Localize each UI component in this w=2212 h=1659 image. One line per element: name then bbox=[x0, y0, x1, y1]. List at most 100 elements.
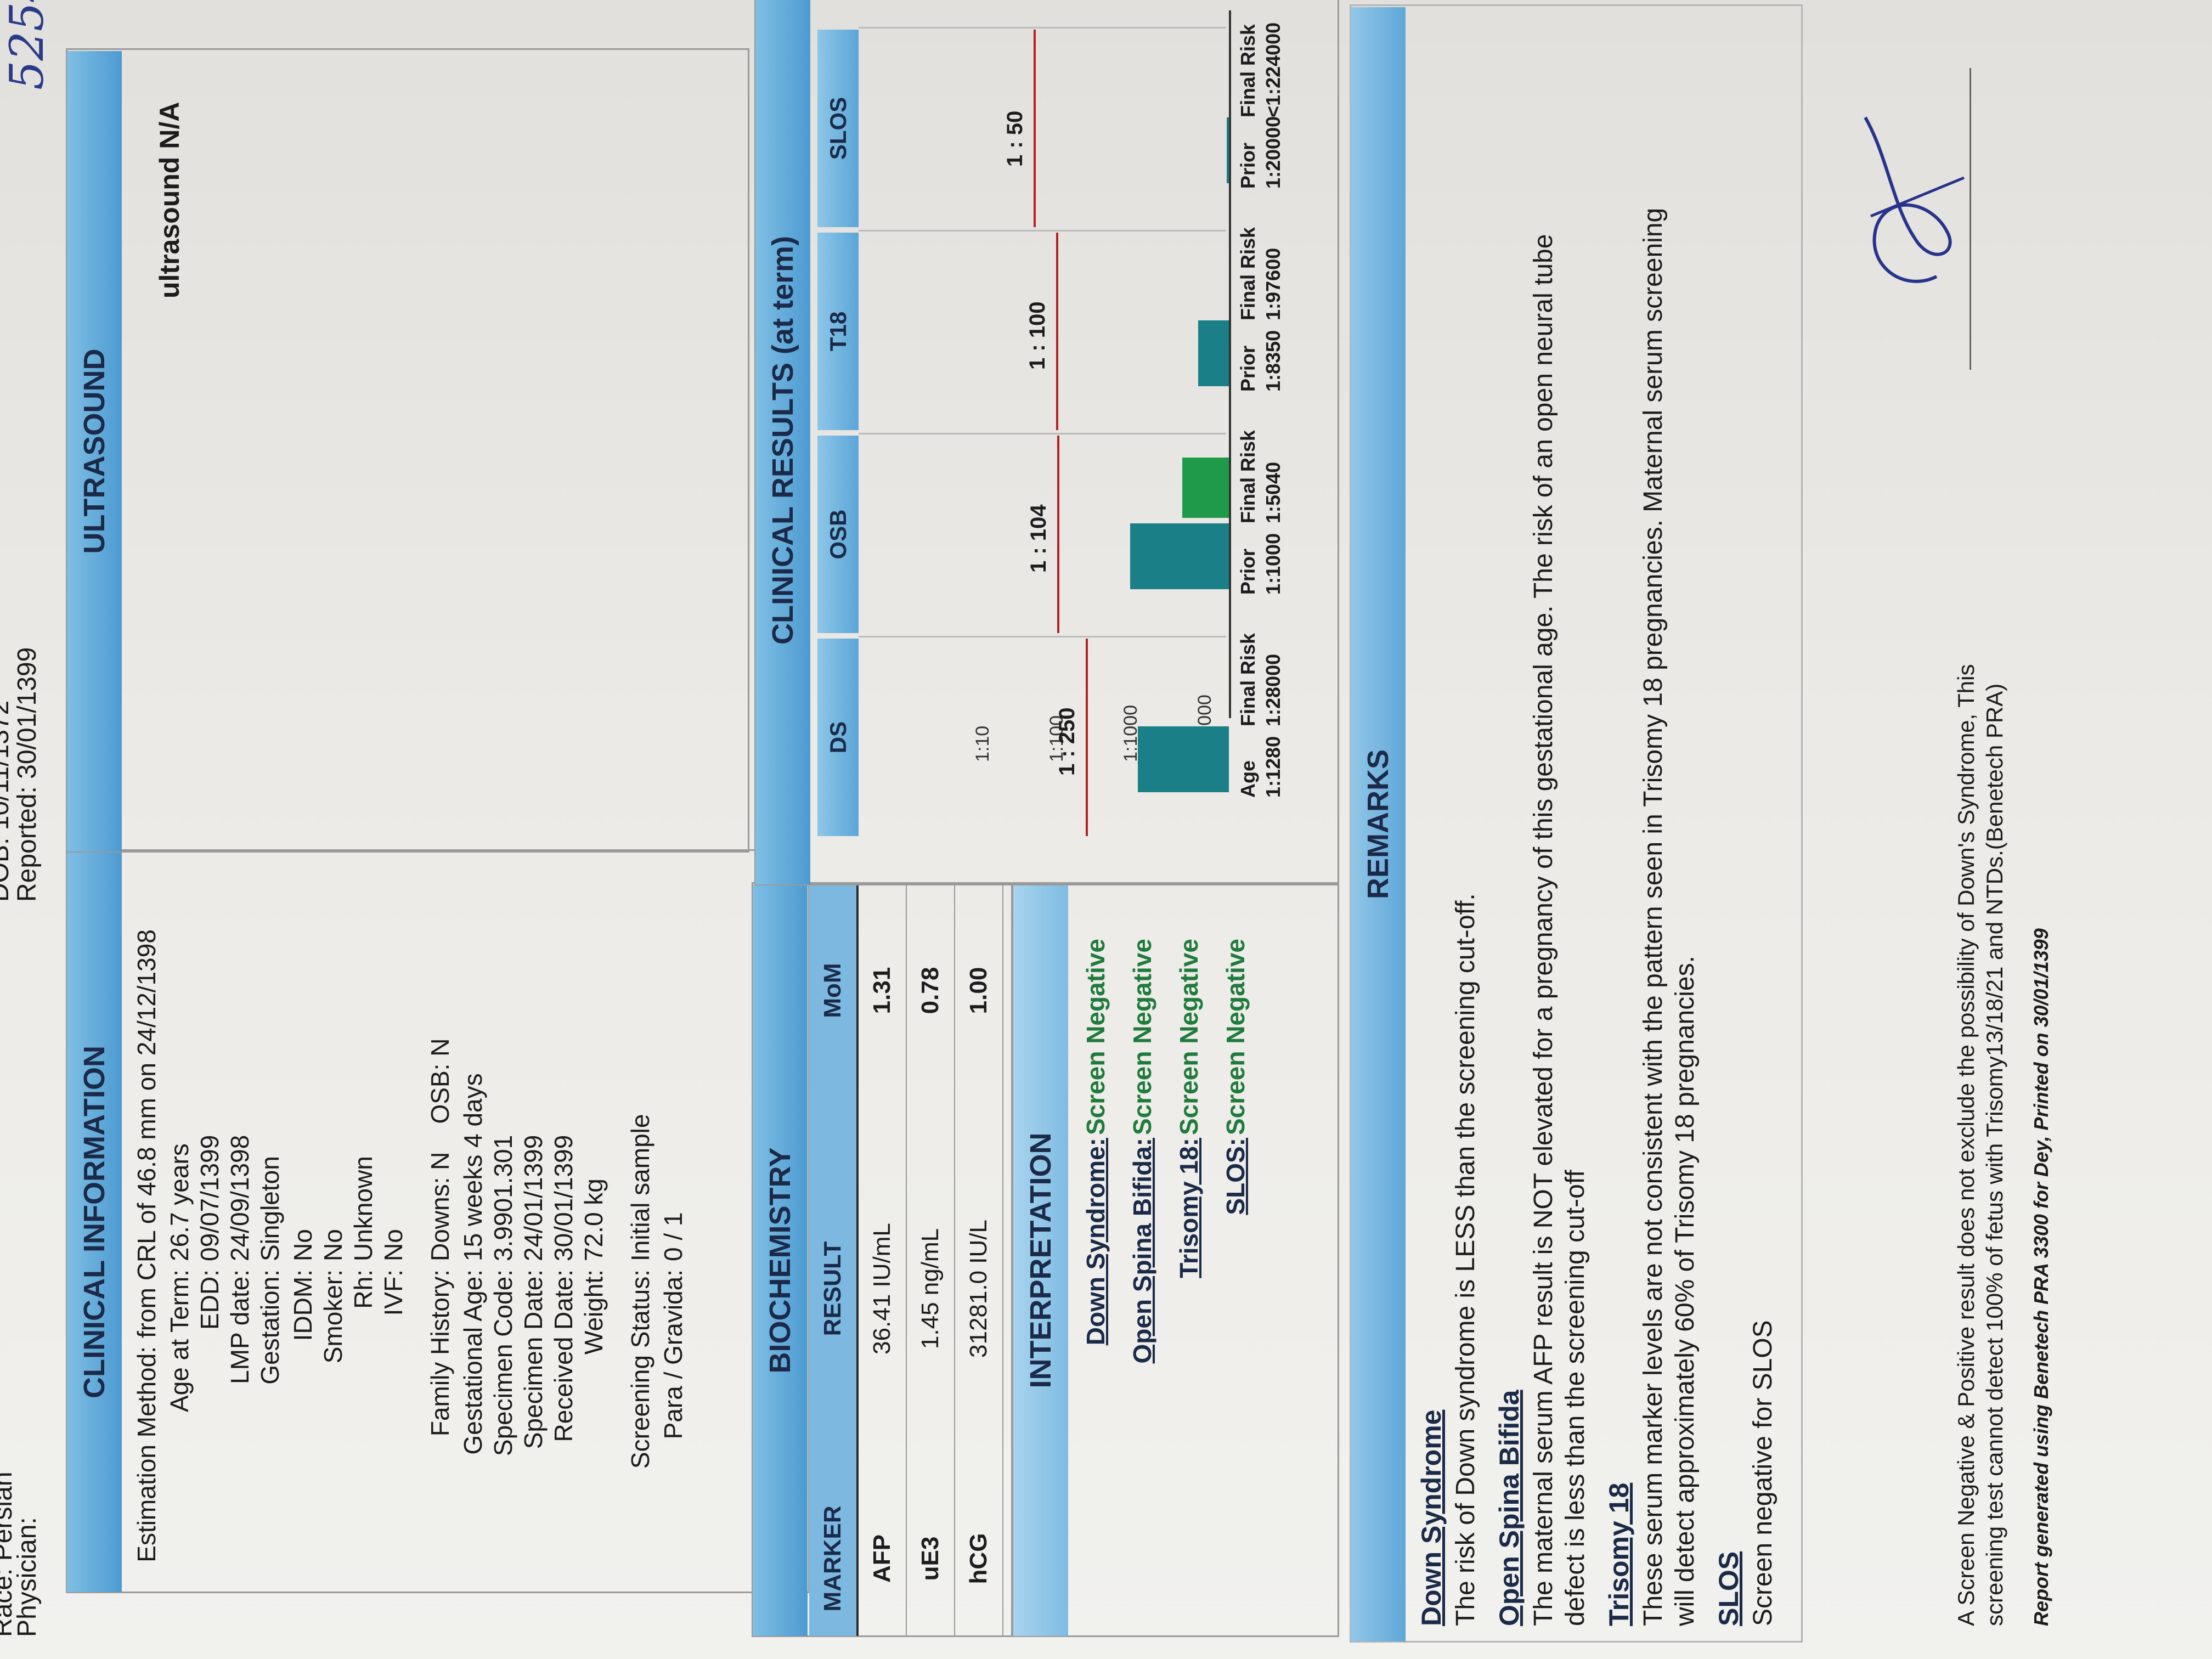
category-divider bbox=[859, 433, 1226, 435]
risk-bar-label: Age bbox=[1237, 760, 1259, 798]
reported-date: Reported: 30/01/1399 bbox=[13, 647, 42, 902]
interpretation-result: Screen Negative bbox=[1221, 939, 1250, 1135]
result-cell: 36.41 IU/mL bbox=[857, 1096, 906, 1481]
risk-bar-value: 1:20000 bbox=[1262, 116, 1284, 189]
risk-bar-label: Final Risk bbox=[1237, 24, 1259, 117]
category-header: SLOS bbox=[817, 30, 859, 227]
interpretation-line: Down Syndrome: bbox=[1081, 1138, 1110, 1345]
risk-bar-label: Prior bbox=[1237, 548, 1259, 595]
remark-text: The maternal serum AFP result is NOT ele… bbox=[1529, 234, 1558, 1626]
prior-risk-bar bbox=[1226, 117, 1229, 183]
risk-bar-value: 1:28000 bbox=[1262, 653, 1284, 726]
col-mom: MoM bbox=[809, 885, 857, 1096]
remark-text: These serum marker levels are not consis… bbox=[1639, 207, 1668, 1626]
interpretation-result: Screen Negative bbox=[1128, 939, 1156, 1135]
remark-heading: Down Syndrome bbox=[1416, 1409, 1447, 1626]
ci-value: 24/01/1399 bbox=[519, 1135, 548, 1261]
col-marker: MARKER bbox=[809, 1481, 857, 1636]
risk-bar-label: Prior bbox=[1237, 345, 1259, 392]
ci-label: Smoker: bbox=[319, 1269, 347, 1364]
interpretation-title: INTERPRETATION bbox=[1013, 885, 1068, 1636]
risk-bar-value: 1:1000 bbox=[1262, 533, 1284, 595]
chart-x-axis bbox=[1229, 10, 1231, 718]
ci-label: Screening Status: bbox=[626, 1269, 654, 1469]
mom-cell: 0.78 bbox=[906, 885, 955, 1096]
ci-value: 15 weeks 4 days bbox=[459, 1073, 487, 1261]
ci-value: 09/07/1399 bbox=[195, 1135, 224, 1261]
risk-bar-label: Prior bbox=[1237, 142, 1259, 189]
ci-label: Received Date: bbox=[549, 1269, 578, 1442]
marker-cell: uE3 bbox=[906, 1481, 955, 1636]
cutoff-line bbox=[1057, 436, 1060, 633]
ci-value: Singleton bbox=[256, 1156, 284, 1261]
interpretation-result: Screen Negative bbox=[1175, 939, 1203, 1135]
risk-bar-value: 1:5040 bbox=[1262, 461, 1284, 523]
category-header: DS bbox=[817, 639, 859, 836]
category-divider bbox=[859, 230, 1226, 232]
y-tick-label: 1:10 bbox=[972, 725, 993, 762]
biochemistry-title: BIOCHEMISTRY bbox=[753, 885, 808, 1636]
biochemistry-row: AFP 36.41 IU/mL 1.31 bbox=[857, 885, 906, 1636]
remark-text: defect is less than the screening cut-of… bbox=[1561, 1170, 1590, 1626]
remark-heading: Open Spina Bifida bbox=[1494, 1390, 1525, 1626]
prior-risk-bar bbox=[1198, 320, 1229, 386]
risk-bar-value: <1:224000 bbox=[1262, 22, 1284, 117]
ci-label: Specimen Code: bbox=[489, 1269, 517, 1457]
ci-value: 26.7 years bbox=[165, 1143, 194, 1261]
physician-label: Physician: bbox=[13, 1517, 42, 1637]
result-cell: 31281.0 IU/L bbox=[955, 1096, 1003, 1481]
ci-value: No bbox=[319, 1229, 347, 1261]
biochemistry-row: hCG 31281.0 IU/L 1.00 bbox=[955, 885, 1003, 1636]
remarks-title: REMARKS bbox=[1351, 7, 1406, 1641]
ci-label: Rh: bbox=[349, 1269, 377, 1309]
mom-cell: 1.00 bbox=[955, 885, 1003, 1096]
risk-bar-value: 1:1280 bbox=[1262, 736, 1284, 798]
ci-value: Initial sample bbox=[626, 1114, 654, 1261]
disclaimer-line-2: screening test cannot detect 100% of fet… bbox=[1982, 683, 2007, 1626]
cutoff-line bbox=[1056, 233, 1058, 430]
ci-value: 0 / 1 bbox=[659, 1212, 687, 1261]
report-generated-note: Report generated using Benetech PRA 3300… bbox=[2030, 928, 2052, 1626]
interpretation-name: SLOS: bbox=[1221, 1138, 1250, 1215]
risk-bar-value: 1:8350 bbox=[1262, 330, 1284, 392]
interpretation-line: SLOS: bbox=[1221, 1138, 1250, 1215]
ci-label: Age at Term: bbox=[165, 1269, 194, 1412]
category-divider bbox=[859, 636, 1226, 637]
cutoff-label: 1 : 50 bbox=[1003, 110, 1028, 167]
cutoff-label: 1 : 100 bbox=[1025, 301, 1049, 370]
col-result: RESULT bbox=[809, 1096, 857, 1481]
ci-label: Family History: bbox=[426, 1269, 454, 1437]
final-risk-bar bbox=[1182, 458, 1229, 518]
prior-risk-bar bbox=[1138, 726, 1229, 792]
ci-label: IVF: bbox=[379, 1269, 408, 1316]
risk-bar-label: Final Risk bbox=[1237, 430, 1259, 523]
interpretation-line: Open Spina Bifida: bbox=[1127, 1138, 1157, 1363]
interpretation-name: Down Syndrome: bbox=[1081, 1138, 1110, 1346]
ci-value: 24/09/1398 bbox=[225, 1135, 254, 1261]
cutoff-line bbox=[1034, 30, 1036, 227]
disclaimer-line-1: A Screen Negative & Positive result does… bbox=[1953, 664, 1979, 1626]
ci-value: No bbox=[379, 1229, 408, 1261]
ci-value: No bbox=[289, 1229, 317, 1261]
interpretation-result: Screen Negative bbox=[1081, 939, 1110, 1135]
interpretation-name: Trisomy 18: bbox=[1175, 1138, 1203, 1278]
ci-label: LMP date: bbox=[225, 1269, 254, 1384]
ci-label: IDDM: bbox=[289, 1269, 317, 1341]
ultrasound-text: ultrasound N/A bbox=[154, 101, 185, 298]
cutoff-label: 1 : 250 bbox=[1054, 707, 1079, 776]
remark-text: will detect approximately 60% of Trisomy… bbox=[1671, 956, 1700, 1626]
interpretation-name: Open Spina Bifida: bbox=[1128, 1138, 1156, 1364]
ci-label: EDD: bbox=[195, 1269, 224, 1330]
cutoff-line bbox=[1085, 639, 1088, 836]
ci-label: Gestational Age: bbox=[459, 1269, 487, 1455]
ci-value: Downs: N OSB: N bbox=[426, 1038, 454, 1261]
ci-value: Unknown bbox=[349, 1156, 377, 1261]
marker-cell: hCG bbox=[955, 1481, 1003, 1636]
ci-label: Specimen Date: bbox=[519, 1269, 548, 1449]
prior-risk-bar bbox=[1130, 523, 1229, 589]
biochemistry-row: uE3 1.45 ng/mL 0.78 bbox=[906, 885, 955, 1636]
category-header: OSB bbox=[817, 436, 859, 633]
ci-label: Gestation: bbox=[256, 1269, 284, 1385]
ci-label: Para / Gravida: bbox=[659, 1269, 687, 1440]
